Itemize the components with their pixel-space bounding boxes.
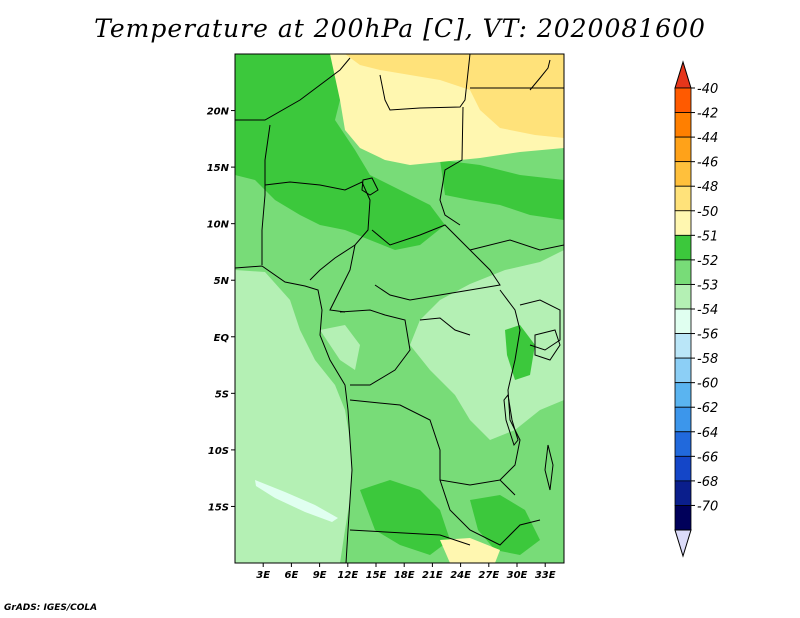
colorbar-swatch <box>674 431 692 457</box>
lat-tick-label: 15S <box>208 502 229 513</box>
lat-tick-label: 10N <box>207 220 230 231</box>
lon-tick-label: 33E <box>535 570 556 581</box>
lake-malawi <box>544 444 554 491</box>
colorbar-swatch <box>674 259 692 285</box>
border-chad-sudan <box>439 106 464 226</box>
lake-tanganyika <box>503 393 519 447</box>
colorbar-swatch <box>674 455 692 482</box>
colorbar-label: -48 <box>697 180 718 195</box>
lat-tick-label: 10S <box>208 446 229 457</box>
boundary-lines <box>235 54 564 563</box>
lake-chad <box>361 177 379 196</box>
lat-tick-label: 5S <box>215 389 229 400</box>
longitude-axis: 3E 6E 9E 12E 15E 18E 21E 24E 27E 30E 33E <box>256 563 556 581</box>
colorbar-label: -62 <box>697 401 718 416</box>
map-area <box>235 54 564 563</box>
border-angola <box>349 399 516 496</box>
border-namibia <box>349 529 471 546</box>
colorbar-label: -40 <box>697 82 718 97</box>
field-band-52-chad <box>440 160 564 220</box>
colorbar-label: -53 <box>697 278 718 293</box>
field-band-54-gabon <box>320 325 360 370</box>
colorbar-swatch <box>674 161 692 187</box>
lat-tick-label: EQ <box>214 333 230 344</box>
field-band-54-east <box>410 250 564 440</box>
colorbar-swatch <box>674 185 692 212</box>
colorbar-swatch <box>674 406 692 433</box>
colorbar-swatch <box>674 480 692 506</box>
colorbar-label: -68 <box>697 475 718 490</box>
border-zambia <box>439 479 541 546</box>
colorbar-swatch <box>674 112 692 138</box>
colorbar-swatch <box>674 234 692 261</box>
colorbar-swatch <box>674 382 692 408</box>
coastline-west <box>235 265 353 563</box>
colorbar-top-arrow <box>674 60 692 89</box>
lon-tick-label: 15E <box>366 570 387 581</box>
colorbar-bottom-arrow <box>674 529 692 558</box>
colorbar-swatch <box>674 357 692 384</box>
colorbar-label: -56 <box>697 328 718 343</box>
lon-tick-label: 6E <box>285 570 299 581</box>
colorbar-label: -42 <box>697 107 718 122</box>
lon-tick-label: 12E <box>337 570 358 581</box>
border-drc-east <box>499 289 521 481</box>
lon-tick-label: 3E <box>256 570 270 581</box>
colorbar-label: -54 <box>697 303 718 318</box>
colorbar-label: -44 <box>697 131 718 146</box>
lon-tick-label: 18E <box>394 570 415 581</box>
colorbar-label: -51 <box>697 229 718 244</box>
border-congo <box>339 309 411 386</box>
field-band-52-southeast <box>470 495 540 555</box>
colorbar-label: -52 <box>697 254 718 269</box>
field-band-52-north <box>235 54 445 250</box>
colorbar-swatch <box>674 505 692 531</box>
border-uganda <box>519 299 561 351</box>
colorbar-label: -50 <box>697 205 718 220</box>
border-cameroon <box>329 244 356 313</box>
border-libya-chad <box>379 54 471 111</box>
colorbar-swatch <box>674 210 692 236</box>
lake-victoria <box>534 329 561 361</box>
border-south-sudan <box>469 239 564 251</box>
lon-tick-label: 24E <box>450 570 471 581</box>
colorbar-swatch <box>674 333 692 359</box>
field-band-52-rift <box>505 325 535 380</box>
border-car <box>371 224 501 301</box>
credit-text: GrADS: IGES/COLA <box>4 603 98 613</box>
lon-tick-label: 30E <box>507 570 528 581</box>
field-band-56-pocket <box>255 480 338 522</box>
lat-tick-label: 15N <box>207 163 230 174</box>
colorbar-swatch <box>674 136 692 163</box>
map-frame <box>234 53 565 564</box>
red-sea-coast <box>529 59 551 91</box>
chart-title: Temperature at 200hPa [C], VT: 202008160… <box>94 14 706 43</box>
congo-river <box>419 317 471 336</box>
colorbar-label: -60 <box>697 377 718 392</box>
lon-tick-label: 9E <box>313 570 327 581</box>
field-band-51-southedge <box>440 538 500 563</box>
colorbar-label: -46 <box>697 156 718 171</box>
colorbar: -40 -42 -44 -46 -48 -50 -51 -52 -53 -54 -56 -58 -60 -… <box>674 60 718 558</box>
colorbar-swatch <box>674 284 692 310</box>
colorbar-label: -66 <box>697 450 718 465</box>
colorbar-label: -64 <box>697 426 718 441</box>
lon-tick-label: 21E <box>422 570 443 581</box>
field-band-52-south <box>360 480 450 555</box>
colorbar-swatch <box>674 308 692 334</box>
lon-tick-label: 27E <box>478 570 499 581</box>
lat-tick-label: 5N <box>214 276 230 287</box>
field-band-50-northeast <box>345 54 564 138</box>
lat-tick-label: 20N <box>207 107 230 118</box>
border-west <box>261 124 271 265</box>
colorbar-swatch <box>674 87 692 113</box>
latitude-axis: 20N 15N 10N 5N EQ 5S 10S 15S <box>207 107 235 513</box>
colorbar-label: -70 <box>697 499 718 514</box>
colorbar-label: -58 <box>697 352 718 367</box>
border-niger-algeria <box>235 57 351 121</box>
border-nigeria <box>264 181 371 281</box>
